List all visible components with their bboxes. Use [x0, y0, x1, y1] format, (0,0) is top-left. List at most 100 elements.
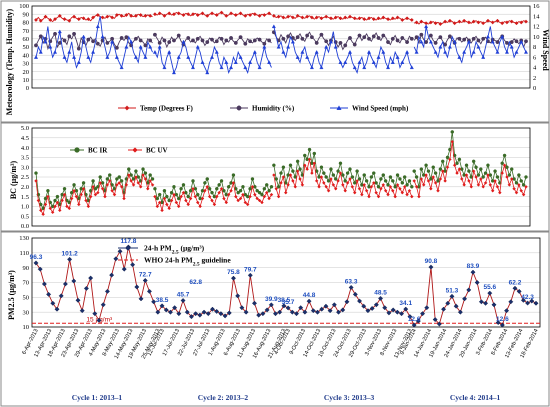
- data-point: [256, 312, 262, 318]
- data-point: [466, 20, 471, 25]
- data-point: [355, 179, 359, 183]
- data-point: [436, 179, 440, 183]
- data-point: [381, 173, 386, 177]
- data-point: [269, 192, 274, 197]
- data-point: [426, 169, 431, 173]
- data-point: [471, 169, 476, 173]
- data-point: [428, 264, 434, 270]
- data-point: [238, 35, 243, 40]
- data-point: [138, 38, 143, 43]
- data-point: [190, 65, 196, 70]
- data-point: [305, 55, 310, 59]
- data-point: [371, 181, 376, 185]
- data-point: [212, 202, 217, 207]
- data-point: [509, 44, 514, 49]
- data-point: [43, 39, 48, 44]
- data-point: [300, 183, 305, 187]
- data-point: [100, 15, 105, 20]
- plot-frame: [31, 237, 541, 328]
- data-point: [248, 187, 252, 191]
- data-point: [229, 11, 234, 16]
- data-point: [509, 167, 514, 171]
- data-point: [159, 303, 165, 309]
- data-point: [411, 322, 417, 328]
- data-point: [433, 171, 438, 175]
- data-point: [203, 181, 207, 185]
- data-point: [385, 65, 391, 70]
- data-point: [476, 20, 481, 25]
- data-point: [345, 171, 350, 175]
- data-point: [176, 11, 181, 16]
- data-point: [407, 188, 412, 193]
- data-point: [191, 179, 195, 183]
- data-point: [91, 15, 96, 20]
- data-point: [219, 179, 224, 183]
- data-point: [438, 22, 443, 27]
- data-point: [314, 15, 319, 20]
- data-point: [48, 206, 53, 211]
- data-point: [521, 183, 526, 187]
- data-point: [205, 311, 211, 317]
- data-point: [107, 173, 112, 177]
- data-point: [474, 175, 478, 179]
- data-point: [148, 179, 152, 183]
- data-point: [119, 185, 124, 189]
- data-point: [176, 33, 181, 38]
- data-point: [174, 200, 179, 205]
- data-point: [365, 308, 371, 314]
- data-label: 12.6: [408, 316, 421, 323]
- data-point: [81, 34, 86, 39]
- data-point: [352, 16, 357, 21]
- data-point: [200, 38, 205, 43]
- data-point: [98, 181, 103, 185]
- data-point: [438, 167, 443, 171]
- data-point: [362, 35, 367, 40]
- data-point: [288, 173, 293, 177]
- data-point: [362, 173, 367, 177]
- series-line: [413, 26, 527, 64]
- data-point: [514, 190, 519, 195]
- data-point: [324, 175, 328, 179]
- data-point: [459, 177, 464, 181]
- data-point: [440, 159, 445, 164]
- data-point: [273, 311, 278, 317]
- plot-frame: [31, 127, 531, 227]
- data-point: [399, 311, 405, 317]
- data-point: [181, 39, 186, 44]
- data-point: [305, 167, 309, 171]
- data-point: [215, 187, 219, 191]
- data-point: [298, 177, 302, 181]
- data-point: [157, 40, 162, 45]
- y-tick-label: 0.5: [21, 213, 29, 220]
- data-point: [281, 15, 286, 20]
- data-point: [405, 183, 409, 187]
- data-label: 96.3: [30, 254, 43, 261]
- data-point: [167, 50, 172, 54]
- data-point: [219, 186, 224, 191]
- data-point: [143, 55, 148, 59]
- data-label: 35.7: [282, 299, 295, 306]
- data-point: [286, 44, 291, 49]
- legend-label: 24-h PM2.5 (µg/m³): [144, 244, 205, 256]
- data-point: [181, 190, 186, 195]
- data-point: [241, 192, 245, 197]
- legend-marker: [132, 147, 138, 153]
- data-point: [414, 50, 419, 54]
- cycle-label: Cycle 4: 2014–1: [450, 393, 501, 402]
- data-point: [260, 200, 264, 205]
- data-point: [271, 13, 276, 18]
- data-point: [167, 309, 173, 315]
- legend-label: Wind Speed (mph): [352, 105, 409, 113]
- data-point: [176, 311, 182, 317]
- data-point: [378, 295, 384, 301]
- data-point: [167, 206, 171, 211]
- black-carbon-plot: 0.0 0.5 1.0 1.5 2.0 2.5 3.0 3.5 4.0 4.5 5.0 BC IR BC…: [21, 125, 531, 230]
- data-point: [524, 19, 528, 24]
- data-point: [197, 312, 203, 318]
- data-point: [481, 175, 485, 179]
- data-point: [505, 165, 509, 169]
- data-point: [293, 185, 298, 189]
- data-point: [117, 181, 122, 185]
- data-point: [447, 44, 452, 49]
- data-point: [203, 188, 207, 193]
